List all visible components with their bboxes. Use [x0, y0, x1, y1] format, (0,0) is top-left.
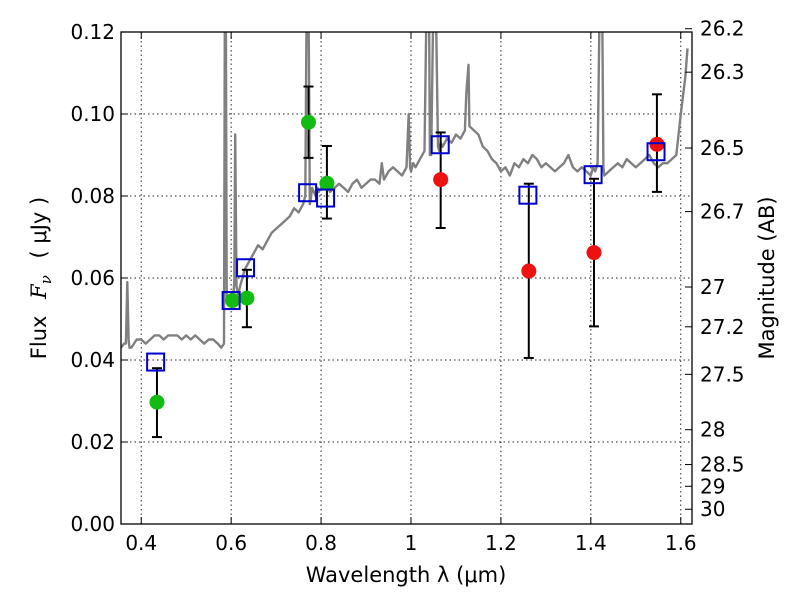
right-tick-label: 26.3	[700, 60, 745, 84]
right-tick-label: 27	[700, 275, 725, 299]
y-axis-label-unit: ( μJy )	[27, 197, 51, 259]
model-spectrum-line	[121, 32, 689, 349]
green-data-point	[225, 293, 241, 309]
green-data-point	[149, 394, 165, 410]
red-data-point	[586, 245, 602, 261]
right-tick-label: 26.5	[700, 136, 745, 160]
x-tick-label: 1.4	[575, 531, 607, 555]
y-axis-label: Flux Fν ( μJy )	[27, 197, 56, 359]
right-tick-label: 26.7	[700, 200, 745, 224]
model-square-marker	[221, 291, 241, 311]
green-data-point	[239, 290, 255, 306]
x-tick-label: 1.2	[485, 531, 517, 555]
green-data-point	[300, 114, 316, 130]
y-axis-label-subscript: ν	[37, 275, 55, 284]
y-axis-label-symbol: F	[27, 283, 51, 300]
x-tick-labels: 0.4 0.6 0.8 1 1.2 1.4 1.6	[125, 531, 696, 555]
y-tick-label: 0.08	[70, 184, 115, 208]
plot-content	[121, 32, 689, 439]
x-tick-label: 0.8	[305, 531, 337, 555]
x-tick-label: 0.6	[215, 531, 247, 555]
x-tick-label: 0.4	[125, 531, 157, 555]
x-axis-label: Wavelength λ (μm)	[306, 563, 507, 587]
y-tick-labels: 0.00 0.02 0.04 0.06 0.08 0.10 0.12	[70, 20, 115, 536]
y-tick-label: 0.10	[70, 102, 115, 126]
right-tick-label: 27.2	[700, 315, 745, 339]
green-points	[149, 114, 335, 410]
right-tick-label: 28.5	[700, 453, 745, 477]
model-square-marker	[236, 258, 256, 278]
right-axis-label: Magnitude (AB)	[755, 196, 779, 359]
x-tick-label: 1	[405, 531, 418, 555]
green-data-point	[319, 175, 335, 191]
y-tick-label: 0.02	[70, 430, 115, 454]
red-data-point	[649, 136, 665, 152]
model-points	[146, 135, 666, 372]
red-data-point	[433, 172, 449, 188]
y-tick-label: 0.06	[70, 266, 115, 290]
model-square-marker	[583, 165, 603, 185]
right-tick-label: 27.5	[700, 362, 745, 386]
y-tick-label: 0.04	[70, 348, 115, 372]
y-tick-label: 0.00	[70, 512, 115, 536]
model-square-marker	[646, 142, 666, 162]
model-square-marker	[146, 352, 166, 372]
red-points	[433, 136, 665, 279]
y-tick-label: 0.12	[70, 20, 115, 44]
y-axis-label-prefix: Flux	[27, 316, 51, 360]
right-tick-label: 30	[700, 497, 725, 521]
x-tick-label: 1.6	[665, 531, 697, 555]
right-tick-label: 26.2	[700, 17, 745, 41]
ticks	[121, 28, 692, 525]
model-square-marker	[518, 185, 538, 205]
svg-text:Flux Fν ( μJy ): Flux Fν ( μJy )	[27, 197, 56, 359]
model-square-marker	[316, 188, 336, 208]
model-square-marker	[430, 135, 450, 155]
right-tick-label: 29	[700, 474, 725, 498]
right-tick-label: 28	[700, 418, 725, 442]
red-data-point	[521, 263, 537, 279]
